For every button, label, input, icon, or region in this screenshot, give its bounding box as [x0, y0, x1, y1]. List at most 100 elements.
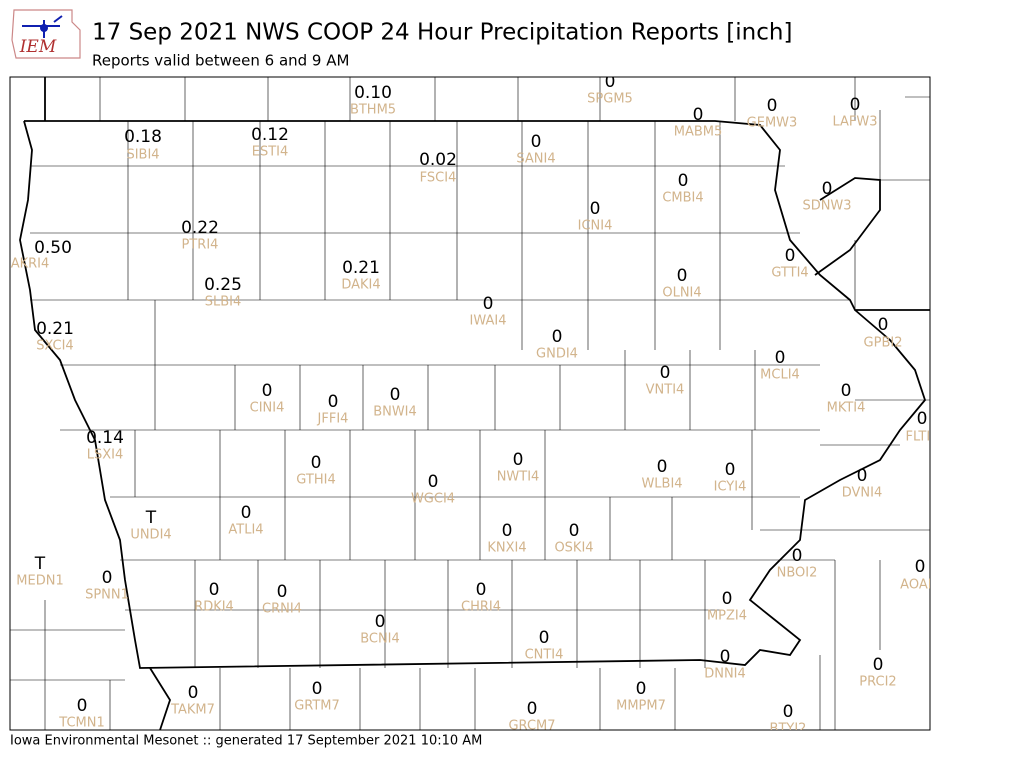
station-id: DVNI4 — [842, 486, 883, 501]
station-id: SLBI4 — [205, 295, 242, 310]
precip-value: 0 — [857, 466, 868, 486]
station-id: KNXI4 — [487, 541, 526, 556]
station-id: ATLI4 — [228, 523, 263, 538]
precip-value: 0 — [725, 460, 736, 480]
station-id: CRNI4 — [262, 602, 302, 617]
station-id: LAFW3 — [832, 115, 877, 130]
precip-value: 0 — [785, 246, 796, 266]
station-id: SIBI4 — [126, 148, 159, 163]
station-id: SXCI4 — [36, 339, 73, 354]
precip-value: 0 — [569, 521, 580, 541]
station-id: ICYI4 — [714, 480, 747, 495]
precip-value: 0.21 — [342, 258, 380, 278]
precip-value: T — [145, 508, 157, 528]
precip-value: 0 — [917, 409, 928, 429]
logo: IEM — [11, 9, 81, 59]
station-id: PTRI4 — [182, 238, 219, 253]
station-id: BNWI4 — [373, 405, 417, 420]
station-id: AKRI4 — [11, 257, 50, 272]
precip-value: 0 — [262, 381, 273, 401]
station-id: ICNI4 — [578, 219, 613, 234]
precip-value: 0 — [483, 294, 494, 314]
station-id: SPGM5 — [587, 92, 633, 107]
station-id: IWAI4 — [470, 314, 507, 329]
station-id: CMBI4 — [662, 191, 703, 206]
station-id: ESTI4 — [252, 145, 289, 160]
station-id: MKTI4 — [827, 401, 866, 416]
precip-value: 0 — [513, 450, 524, 470]
station-id: TCMN1 — [58, 716, 104, 731]
station-id: NWTI4 — [497, 470, 540, 485]
precip-value: 0 — [311, 453, 322, 473]
station-id: GEMW3 — [747, 116, 798, 131]
precip-value: 0 — [428, 472, 439, 492]
station-id: NBOI2 — [777, 566, 818, 581]
precip-value: 0 — [792, 546, 803, 566]
station-id: BCNI4 — [360, 632, 400, 647]
precip-value: 0 — [328, 392, 339, 412]
station-id: WGCI4 — [411, 492, 455, 507]
title: 17 Sep 2021 NWS COOP 24 Hour Precipitati… — [92, 20, 792, 46]
precip-value: 0 — [390, 385, 401, 405]
precip-value: 0 — [590, 199, 601, 219]
precip-value: 0 — [636, 679, 647, 699]
subtitle: Reports valid between 6 and 9 AM — [92, 52, 349, 70]
station-id: FSCI4 — [420, 171, 457, 186]
precip-value: 0 — [822, 179, 833, 199]
precip-value: 0 — [539, 628, 550, 648]
precip-value: 0 — [767, 96, 778, 116]
station-id: CHRI4 — [461, 600, 501, 615]
precip-value: 0 — [605, 72, 616, 92]
station-id: WLBI4 — [641, 477, 682, 492]
station-id: OSKI4 — [554, 541, 593, 556]
precip-value: 0.10 — [354, 83, 392, 103]
station-id: RDKI4 — [194, 600, 234, 615]
station-id: GTHI4 — [296, 473, 335, 488]
precip-value: 0 — [783, 702, 794, 722]
precip-value: 0.50 — [34, 238, 72, 258]
station-id: AOAI2 — [900, 578, 940, 593]
station-id: SANI4 — [516, 152, 555, 167]
precip-value: 0 — [677, 266, 688, 286]
precip-value: 0 — [502, 521, 513, 541]
precip-value: 0 — [77, 696, 88, 716]
precip-value: 0 — [527, 699, 538, 719]
precip-value: 0 — [476, 580, 487, 600]
precip-value: 0 — [277, 582, 288, 602]
station-id: GTTI4 — [771, 266, 808, 281]
precip-value: 0 — [678, 171, 689, 191]
station-id: MPZI4 — [707, 609, 747, 624]
station-id: TAKM7 — [170, 703, 215, 718]
precip-value: 0.22 — [181, 218, 219, 238]
precip-value: 0 — [850, 95, 861, 115]
precip-value: 0.25 — [204, 275, 242, 295]
precip-value: 0 — [693, 105, 704, 125]
precip-value: 0.12 — [251, 125, 289, 145]
precip-value: T — [34, 554, 46, 574]
station-id: CINI4 — [250, 401, 285, 416]
precip-value: 0 — [775, 348, 786, 368]
station-id: GRTM7 — [294, 699, 340, 714]
station-id: MMPM7 — [616, 699, 666, 714]
station-id: FLTI2 — [906, 430, 939, 445]
station-id: BTYI2 — [770, 722, 807, 737]
precip-value: 0 — [312, 679, 323, 699]
station-id: GRCM7 — [508, 719, 555, 734]
state-borders — [19, 77, 930, 730]
station-id: MEDN1 — [16, 574, 63, 589]
station-id: MCLI4 — [760, 368, 800, 383]
footer: Iowa Environmental Mesonet :: generated … — [10, 734, 482, 749]
station-id: DAKI4 — [341, 278, 380, 293]
station-id: SPNN1 — [85, 588, 129, 603]
precip-value: 0.21 — [36, 319, 74, 339]
station-id: SDNW3 — [802, 199, 851, 214]
precip-value: 0 — [841, 381, 852, 401]
precip-value: 0 — [660, 363, 671, 383]
precip-value: 0 — [552, 327, 563, 347]
station-id: BTHM5 — [350, 103, 396, 118]
map-frame — [9, 76, 931, 731]
station-id: LSXI4 — [87, 448, 124, 463]
